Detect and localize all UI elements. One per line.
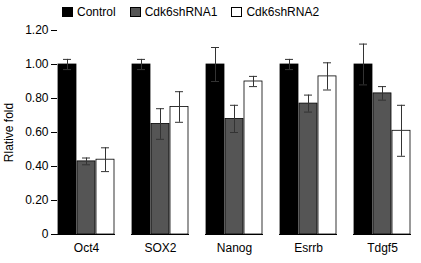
svg-text:0: 0	[42, 227, 49, 241]
svg-text:SOX2: SOX2	[144, 241, 176, 255]
svg-text:Nanog: Nanog	[217, 241, 252, 255]
svg-text:Rlative fold: Rlative fold	[2, 103, 16, 162]
svg-text:1.20: 1.20	[25, 23, 49, 37]
html-text:Cdk6shRNA1: Cdk6shRNA1	[144, 4, 218, 19]
svg-text:0.20: 0.20	[25, 193, 49, 207]
html-text:Control: Control	[77, 4, 116, 19]
svg-text:Esrrb: Esrrb	[294, 241, 323, 255]
svg-text:0.60: 0.60	[25, 125, 49, 139]
svg-text:Tdgf5: Tdgf5	[367, 241, 398, 255]
svg-text:Oct4: Oct4	[74, 241, 100, 255]
svg-text:1.00: 1.00	[25, 57, 49, 71]
svg-text:0.80: 0.80	[25, 91, 49, 105]
html-text:Cdk6shRNA2: Cdk6shRNA2	[246, 4, 320, 19]
svg-text:0.40: 0.40	[25, 159, 49, 173]
